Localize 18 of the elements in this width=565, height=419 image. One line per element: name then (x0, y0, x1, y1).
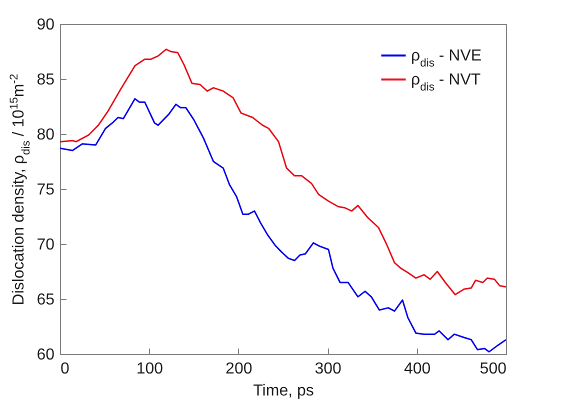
x-tick-label: 200 (226, 360, 252, 378)
y-tick-label: 70 (36, 236, 55, 254)
y-tick-label: 80 (36, 126, 55, 144)
x-tick-label: 100 (136, 360, 164, 378)
legend-label: ρ$_{dis}$ - NVE (411, 48, 482, 70)
y-tick-label: 85 (36, 72, 55, 88)
y-tick-label: 75 (36, 182, 55, 198)
legend-label: ρ$_{dis}$ - NVT (411, 72, 481, 94)
x-tick-label: 500 (480, 360, 507, 378)
y-tick-label: 90 (36, 16, 55, 34)
line-series (60, 48, 506, 296)
y-tick-label: 65 (36, 292, 55, 308)
y-tick-label: 60 (36, 346, 55, 364)
x-tick-label: 300 (314, 360, 342, 378)
x-tick-label: 0 (60, 360, 70, 378)
line-series (60, 98, 506, 353)
x-axis-title: Time, ps (253, 382, 314, 400)
x-tick-label: 400 (404, 360, 431, 378)
